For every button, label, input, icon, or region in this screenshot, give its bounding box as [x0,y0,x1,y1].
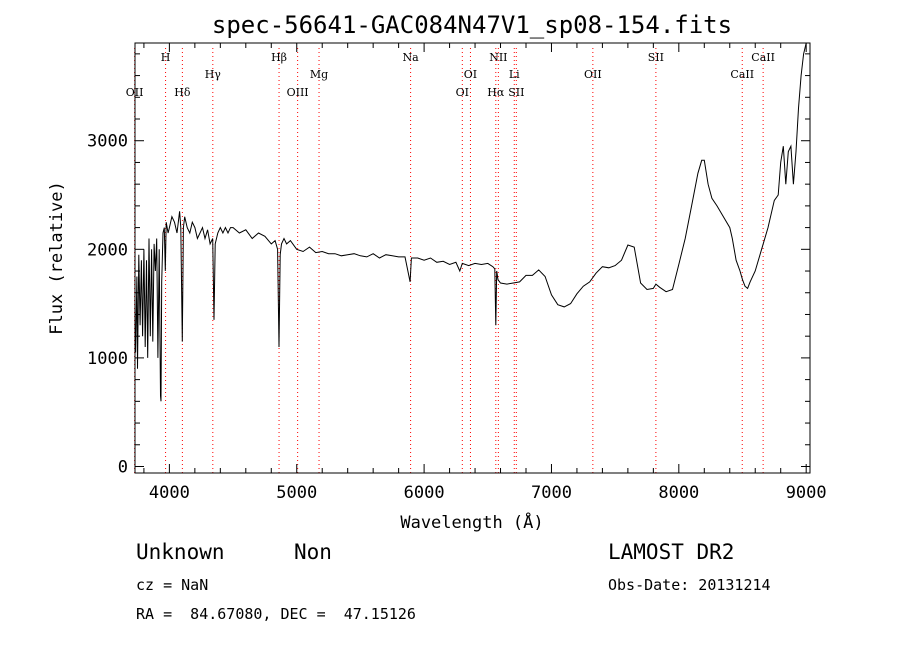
object-subclass: Non [294,540,332,564]
y-axis-label: Flux (relative) [47,181,67,335]
observation-date: Obs-Date: 20131214 [608,576,771,594]
marker-label-2: Hδ [174,86,191,99]
spectrum-line [135,42,807,402]
survey-name: LAMOST DR2 [608,540,735,564]
y-tick-label: 3000 [87,132,128,152]
marker-label-14: OII [584,68,602,81]
marker-label-1: H [161,51,171,64]
marker-label-3: Hγ [205,68,222,81]
x-tick-label: 7000 [531,483,572,503]
marker-label-13: SII [508,86,524,99]
marker-label-15: SII [648,51,664,64]
chart-title: spec-56641-GAC084N47V1_sp08-154.fits [212,11,732,39]
redshift-cz: cz = NaN [136,576,209,594]
marker-label-11: Hα [487,86,505,99]
y-tick-label: 1000 [87,349,128,369]
marker-label-12: Li [509,68,520,81]
ra-dec-coordinates: RA = 84.67080, DEC = 47.15126 [136,605,416,623]
x-axis-label: Wavelength (Å) [400,511,543,533]
marker-label-6: Mg [310,68,328,81]
object-class: Unknown [136,540,225,564]
x-tick-label: 9000 [786,483,827,503]
x-tick-label: 5000 [276,483,317,503]
plot-frame [134,42,811,474]
x-tick-label: 4000 [149,483,190,503]
marker-label-8: OI [456,86,469,99]
y-tick-label: 2000 [87,240,128,260]
y-tick-label: 0 [118,457,128,477]
spectral-line-markers: OIIHHδHγHβOIIIMgNaOIOINIIHαLiSIIOIISIICa… [126,45,775,473]
marker-label-4: Hβ [271,51,287,64]
marker-label-7: Na [403,51,420,64]
x-tick-label: 6000 [404,483,445,503]
marker-label-10: NII [489,51,507,64]
marker-label-17: CaII [751,51,775,64]
plot-axes: 4000 5000 6000 7000 8000 9000 0 1000 2000 3000 [87,42,827,503]
marker-label-9: OI [464,68,477,81]
x-tick-label: 8000 [658,483,699,503]
marker-label-5: OIII [287,86,309,99]
marker-label-16: CaII [730,68,754,81]
